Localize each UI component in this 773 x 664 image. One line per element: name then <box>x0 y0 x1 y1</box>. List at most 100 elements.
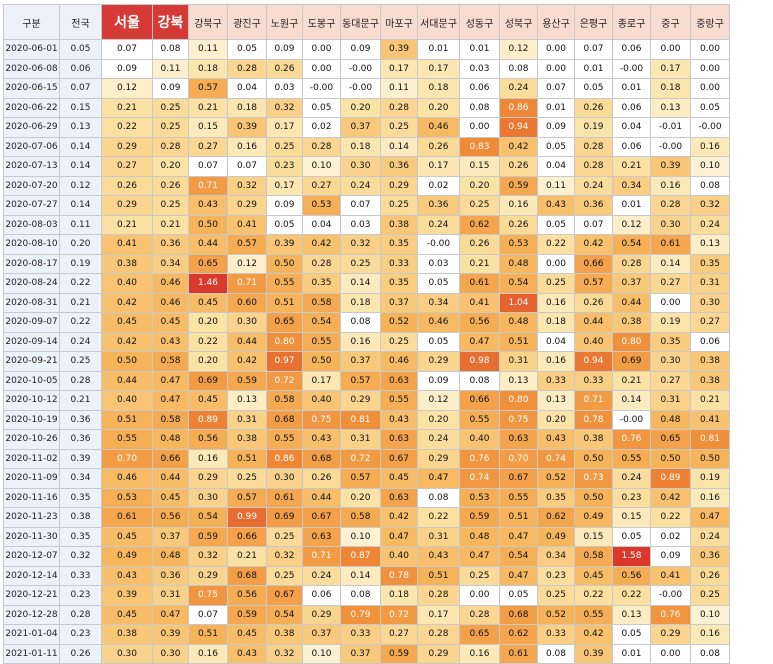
heatmap-cell: 0.14 <box>59 195 102 216</box>
heatmap-cell: 0.76 <box>459 448 500 469</box>
heatmap-cell: 0.37 <box>152 526 189 547</box>
heatmap-cell: 0.31 <box>650 390 691 411</box>
heatmap-cell: 0.20 <box>340 487 381 508</box>
row-date: 2020-11-02 <box>3 448 60 469</box>
heatmap-cell: 0.81 <box>690 429 730 450</box>
heatmap-cell: 0.08 <box>690 643 730 664</box>
heatmap-cell: 0.16 <box>188 643 228 664</box>
heatmap-cell: 0.08 <box>537 643 575 664</box>
heatmap-cell: 0.38 <box>101 253 153 274</box>
heatmap-cell: 0.17 <box>266 175 303 196</box>
heatmap-cell: 0.06 <box>459 78 500 99</box>
heatmap-cell: 0.31 <box>340 429 381 450</box>
heatmap-cell: 0.23 <box>537 565 575 586</box>
heatmap-cell: 0.44 <box>574 312 613 333</box>
heatmap-cell: 0.17 <box>266 117 303 138</box>
heatmap-cell: 0.89 <box>188 409 228 430</box>
table-row: 2020-06-29 0.13 0.22 0.25 0.15 0.39 0.17 0.02 0.… <box>3 117 730 138</box>
heatmap-cell: 0.34 <box>537 546 575 567</box>
heatmap-cell: 0.00 <box>459 117 500 138</box>
heatmap-cell: 0.56 <box>188 429 228 450</box>
heatmap-cell: 0.10 <box>690 604 730 625</box>
table-row: 2020-08-17 0.19 0.38 0.34 0.65 0.12 0.50 0.28 0.… <box>3 253 730 274</box>
heatmap-cell: 0.24 <box>690 526 730 547</box>
heatmap-cell: 0.16 <box>690 487 730 508</box>
row-date: 2020-06-08 <box>3 58 60 79</box>
heatmap-cell: 0.14 <box>612 390 651 411</box>
heatmap-cell: 0.00 <box>650 643 691 664</box>
heatmap-cell: 0.10 <box>302 643 341 664</box>
heatmap-cell: 0.16 <box>459 643 500 664</box>
heatmap-cell: 0.28 <box>302 136 341 157</box>
table-row: 2020-11-02 0.39 0.70 0.66 0.16 0.51 0.86 0.68 0.… <box>3 448 730 469</box>
heatmap-cell: 0.61 <box>499 643 538 664</box>
heatmap-cell: 0.61 <box>266 487 303 508</box>
heatmap-cell: 0.58 <box>574 546 613 567</box>
heatmap-cell: 0.20 <box>188 351 228 372</box>
table-row: 2020-11-30 0.35 0.45 0.37 0.59 0.66 0.25 0.63 0.… <box>3 526 730 547</box>
heatmap-cell: 0.58 <box>152 351 189 372</box>
row-date: 2020-12-07 <box>3 546 60 567</box>
heatmap-cell: 0.29 <box>417 351 460 372</box>
heatmap-cell: 0.09 <box>266 195 303 216</box>
heatmap-cell: 0.28 <box>59 370 102 391</box>
heatmap-cell: 0.34 <box>612 175 651 196</box>
heatmap-cell: 0.14 <box>340 273 381 294</box>
heatmap-cell: 0.24 <box>574 175 613 196</box>
heatmap-cell: 0.24 <box>612 468 651 489</box>
heatmap-cell: 0.51 <box>227 448 267 469</box>
row-date: 2020-11-16 <box>3 487 60 508</box>
heatmap-cell: 0.25 <box>59 351 102 372</box>
heatmap-cell: 0.07 <box>188 156 228 177</box>
heatmap-cell: 0.25 <box>266 526 303 547</box>
heatmap-cell: 0.08 <box>459 370 500 391</box>
heatmap-cell: 0.71 <box>302 546 341 567</box>
heatmap-cell: 0.39 <box>152 624 189 645</box>
heatmap-cell: 0.22 <box>417 507 460 528</box>
column-header: 종로구 <box>612 4 651 40</box>
heatmap-cell: 0.41 <box>690 409 730 430</box>
heatmap-cell: 0.26 <box>59 643 102 664</box>
heatmap-cell: 0.97 <box>266 351 303 372</box>
heatmap-cell: 0.25 <box>380 331 418 352</box>
heatmap-cell: 0.20 <box>417 97 460 118</box>
heatmap-cell: 0.29 <box>340 390 381 411</box>
heatmap-cell: 0.09 <box>152 78 189 99</box>
table-row: 2020-10-05 0.28 0.44 0.47 0.69 0.59 0.72 0.17 0.… <box>3 370 730 391</box>
table-row: 2020-12-28 0.28 0.45 0.47 0.07 0.59 0.54 0.29 0.… <box>3 604 730 625</box>
heatmap-cell: 0.08 <box>340 312 381 333</box>
heatmap-cell: 0.66 <box>227 526 267 547</box>
table-row: 2020-08-03 0.11 0.21 0.21 0.50 0.41 0.05 0.04 0.… <box>3 214 730 235</box>
heatmap-cell: 0.04 <box>302 214 341 235</box>
heatmap-cell: 0.11 <box>59 214 102 235</box>
row-date: 2020-08-24 <box>3 273 60 294</box>
heatmap-cell: 0.17 <box>380 58 418 79</box>
heatmap-cell: 0.23 <box>59 624 102 645</box>
heatmap-cell: 0.71 <box>227 273 267 294</box>
heatmap-cell: 0.05 <box>690 97 730 118</box>
heatmap-cell: 0.16 <box>537 292 575 313</box>
heatmap-cell: 0.29 <box>417 448 460 469</box>
heatmap-cell: 0.50 <box>574 487 613 508</box>
row-date: 2020-12-14 <box>3 565 60 586</box>
heatmap-cell: 0.30 <box>188 487 228 508</box>
heatmap-cell: 0.40 <box>380 546 418 567</box>
heatmap-cell: 0.09 <box>537 117 575 138</box>
row-date: 2020-10-05 <box>3 370 60 391</box>
heatmap-cell: 0.06 <box>612 97 651 118</box>
heatmap-cell: 0.67 <box>380 448 418 469</box>
column-header: 은평구 <box>574 4 613 40</box>
heatmap-cell: 0.07 <box>101 39 153 60</box>
heatmap-cell: 0.04 <box>612 117 651 138</box>
heatmap-cell: 0.14 <box>59 156 102 177</box>
heatmap-cell: 0.45 <box>101 312 153 333</box>
heatmap-cell: 0.07 <box>340 195 381 216</box>
heatmap-cell: 0.19 <box>574 117 613 138</box>
heatmap-cell: 0.06 <box>612 136 651 157</box>
heatmap-cell: 0.55 <box>266 273 303 294</box>
heatmap-cell: 0.54 <box>266 604 303 625</box>
table-body: 2020-06-01 0.05 0.07 0.08 0.11 0.05 0.09 0.00 0.… <box>3 39 730 664</box>
heatmap-cell: -0.00 <box>612 409 651 430</box>
heatmap-cell: 0.67 <box>266 585 303 606</box>
heatmap-cell: 0.30 <box>340 156 381 177</box>
